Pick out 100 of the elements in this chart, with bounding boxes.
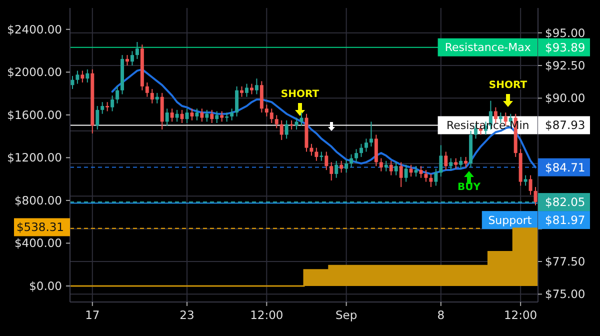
candlestick [86,68,90,83]
candlestick [444,151,448,171]
annotation: Support [488,214,532,227]
candlestick [205,109,209,122]
candlestick [524,174,528,186]
y-tick-label: $2400.00 [7,22,62,36]
candlestick [459,156,463,170]
candlestick [150,88,154,104]
x-tick-label: 12:00 [250,308,284,322]
candlestick [350,154,354,168]
candlestick [424,170,428,182]
candlestick [100,102,104,114]
y2-tick-label: $90.00 [545,91,586,106]
ref-line-label: $93.89 [545,40,586,54]
ref-line-label: $87.93 [545,118,586,132]
y2-tick-label: $75.00 [545,287,586,302]
candlestick [135,41,139,60]
candlestick [200,108,204,122]
candlestick [130,50,134,66]
candlestick [170,108,174,122]
candlestick [260,80,264,114]
candlestick [324,151,328,171]
candlestick [210,109,214,124]
candlestick [344,159,348,174]
candlestick [534,186,538,206]
candlestick [280,120,284,140]
x-tick-label: 12:00 [504,308,538,322]
candlestick [220,110,224,122]
candlestick [250,83,254,95]
candlestick [195,108,199,121]
annotation: BUY [458,182,482,193]
y-tick-label: $400.00 [14,236,62,250]
annotation: SHORT [488,80,528,91]
candlestick [354,148,358,163]
candlestick [254,78,258,95]
candlestick [116,86,120,104]
candlestick [145,82,149,98]
candlestick [240,86,244,98]
candlestick [215,110,219,124]
candlestick [394,162,398,176]
annotation: SHORT [280,89,320,100]
candlestick [175,109,179,122]
y2-tick-label: $77.50 [545,254,586,269]
candlestick [360,143,363,158]
candlestick [364,138,368,152]
candlestick [409,164,413,178]
candlestick [434,168,438,186]
candlestick [264,104,268,117]
candlestick [230,108,234,121]
candlestick [384,160,388,172]
candlestick [190,108,194,121]
candlestick [96,106,100,130]
candlestick [330,162,334,181]
candlestick [528,174,532,196]
candlestick [464,156,468,168]
annotation: Resistance-Max [444,41,532,54]
candlestick [245,83,248,98]
x-tick-label: 23 [180,308,194,322]
candlestick [284,120,288,140]
candlestick [155,92,159,104]
y2-tick-label: $95.00 [545,26,586,40]
candlestick [80,70,84,83]
y-tick-label: $2000.00 [7,65,62,80]
candlestick [439,144,443,178]
candlestick [126,54,129,66]
y-tick-label: $0.00 [29,278,62,293]
candlestick [320,151,324,162]
candlestick [369,121,373,148]
x-tick-label: 8 [437,308,445,322]
candlestick [399,162,403,188]
y-tick-label: $1600.00 [7,108,62,122]
candlestick [314,147,318,162]
candlestick [374,134,378,167]
candlestick [180,109,184,124]
x-tick-label: 17 [85,308,100,322]
candlestick [110,95,114,112]
candlestick [449,158,453,171]
x-tick-label: Sep [335,308,358,322]
legend-label: $81.97 [545,213,586,228]
candlestick [165,108,169,126]
candlestick [274,114,278,129]
candlestick [404,164,408,182]
y-tick-label: $800.00 [14,193,62,208]
candlestick [454,158,458,170]
candlestick [389,160,393,176]
y-tick-label: $1200.00 [7,150,62,165]
candlestick [414,166,418,178]
ref-line-label: $82.05 [545,195,586,210]
candlestick [76,70,80,84]
candlestick [235,86,239,117]
candlestick [379,158,383,172]
y2-tick-label: $92.50 [545,58,586,73]
candlestick [294,117,298,130]
candlestick [106,102,110,112]
candlestick [225,112,229,122]
ref-line-label: $538.31 [16,220,64,234]
candlestick [429,173,433,188]
candlestick [70,75,74,90]
ref-line-label: $84.71 [545,160,586,174]
candlestick [270,108,274,124]
